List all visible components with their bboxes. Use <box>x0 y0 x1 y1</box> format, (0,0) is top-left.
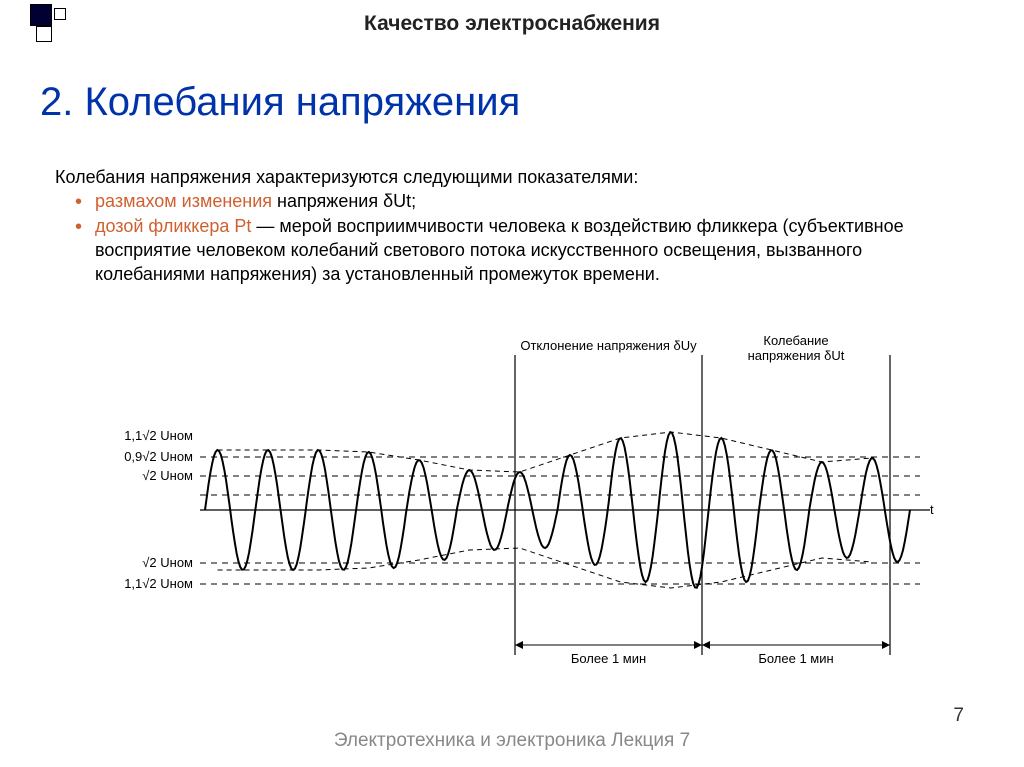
svg-text:Отклонение напряжения δUу: Отклонение напряжения δUу <box>520 338 697 353</box>
header-bar: Качество электроснабжения <box>0 10 1024 38</box>
header-title: Качество электроснабжения <box>0 12 1024 36</box>
svg-text:напряжения δUt: напряжения δUt <box>748 348 845 363</box>
bullet-2-hl: дозой фликкера Pt <box>95 216 251 236</box>
body-text: Колебания напряжения характеризуются сле… <box>55 165 969 286</box>
svg-text:Более 1 мин: Более 1 мин <box>571 651 646 666</box>
svg-text:t: t <box>930 502 934 517</box>
svg-text:0,9√2 Uном: 0,9√2 Uном <box>124 449 193 464</box>
bullet-1-hl: размахом изменения <box>95 191 272 211</box>
svg-text:Более 1 мин: Более 1 мин <box>758 651 833 666</box>
bullet-2: дозой фликкера Pt — мерой восприимчивост… <box>75 214 969 287</box>
svg-text:1,1√2 Uном: 1,1√2 Uном <box>124 428 193 443</box>
svg-text:√2 Uном: √2 Uном <box>142 468 193 483</box>
waveform-diagram: 1,1√2 Uном √2 Uном 0,9√2 Uном √2 Uном 1,1√2 … <box>80 335 940 695</box>
intro-line: Колебания напряжения характеризуются сле… <box>55 165 969 189</box>
bullet-1-rest: напряжения δUt; <box>272 191 416 211</box>
footer-text: Электротехника и электроника Лекция 7 <box>0 730 1024 752</box>
svg-text:1,1√2 Uном: 1,1√2 Uном <box>124 576 193 591</box>
page-number: 7 <box>953 705 964 727</box>
svg-text:√2 Uном: √2 Uном <box>142 555 193 570</box>
page-title: 2. Колебания напряжения <box>40 80 520 125</box>
svg-text:Колебание: Колебание <box>763 335 828 348</box>
bullet-1: размахом изменения напряжения δUt; <box>75 189 969 213</box>
